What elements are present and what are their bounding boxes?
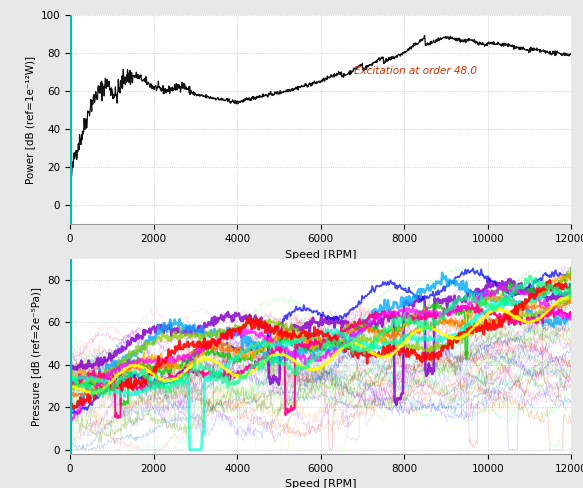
Y-axis label: Power [dB (ref=1e⁻¹²W)]: Power [dB (ref=1e⁻¹²W)] [25, 56, 35, 183]
Y-axis label: Pressure [dB (ref=2e⁻⁵Pa)]: Pressure [dB (ref=2e⁻⁵Pa)] [31, 287, 41, 426]
Text: Excitation at order 48.0: Excitation at order 48.0 [354, 66, 477, 76]
X-axis label: Speed [RPM]: Speed [RPM] [285, 479, 356, 488]
X-axis label: Speed [RPM]: Speed [RPM] [285, 250, 356, 260]
